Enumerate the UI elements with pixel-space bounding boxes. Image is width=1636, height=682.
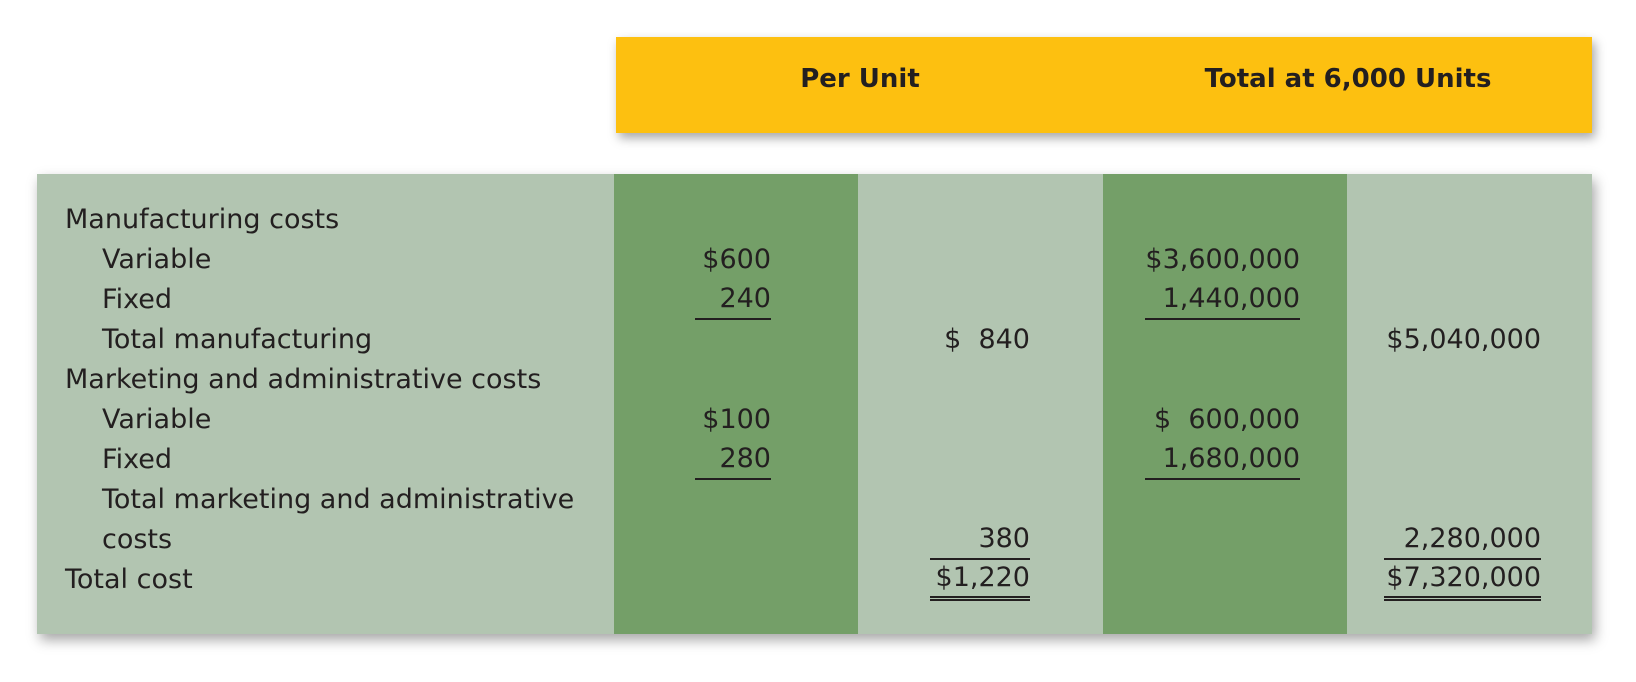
value-mfg-variable-per-unit: $600 <box>702 244 771 275</box>
label-mfg-variable: Variable <box>102 244 212 275</box>
header-total-units: Total at 6,000 Units <box>1204 64 1492 94</box>
value-mfg-fixed-per-unit: 240 <box>695 280 771 320</box>
label-manufacturing-costs: Manufacturing costs <box>65 204 340 235</box>
label-total-marketing-line1: Total marketing and administrative <box>102 484 575 515</box>
total-detail-stripe <box>1103 174 1347 634</box>
label-total-marketing-line2: costs <box>102 524 173 555</box>
value-mfg-fixed-total: 1,440,000 <box>1145 280 1300 320</box>
column-header-band: Per Unit Total at 6,000 Units <box>616 37 1592 133</box>
label-total-cost: Total cost <box>65 564 193 595</box>
value-mfg-variable-total: $3,600,000 <box>1145 244 1300 275</box>
value-total-manufacturing-per-unit: $ 840 <box>944 324 1030 355</box>
value-mkt-variable-total: $ 600,000 <box>1154 404 1300 435</box>
value-mkt-variable-per-unit: $100 <box>702 404 771 435</box>
label-mfg-fixed: Fixed <box>102 284 172 315</box>
header-per-unit: Per Unit <box>800 64 920 94</box>
value-total-cost-per-unit: $1,220 <box>930 560 1030 601</box>
value-total-marketing-per-unit: 380 <box>930 520 1030 560</box>
label-marketing-admin-costs: Marketing and administrative costs <box>65 364 542 395</box>
value-mkt-fixed-per-unit: 280 <box>695 440 771 480</box>
label-mkt-fixed: Fixed <box>102 444 172 475</box>
value-total-marketing-total: 2,280,000 <box>1384 520 1541 560</box>
cost-table: Manufacturing costs Variable Fixed Total… <box>37 174 1592 634</box>
value-total-manufacturing-total: $5,040,000 <box>1386 324 1541 355</box>
label-mkt-variable: Variable <box>102 404 212 435</box>
value-mkt-fixed-total: 1,680,000 <box>1145 440 1300 480</box>
per-unit-detail-stripe <box>614 174 858 634</box>
value-total-cost-total: $7,320,000 <box>1384 560 1541 601</box>
label-total-manufacturing: Total manufacturing <box>102 324 373 355</box>
